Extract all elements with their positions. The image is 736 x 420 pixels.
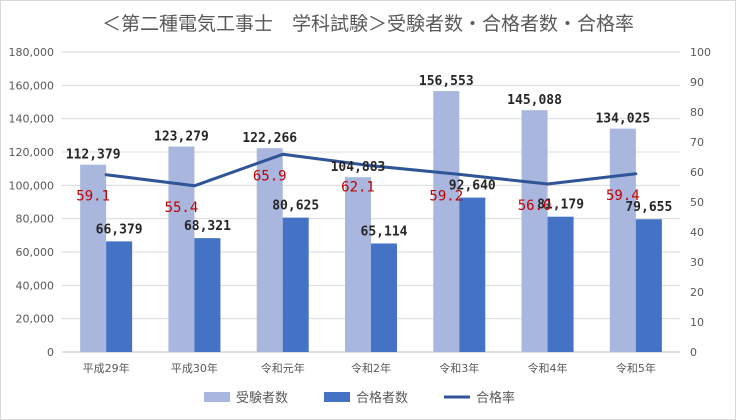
category-label: 令和元年 — [261, 361, 305, 375]
applicants-label: 112,379 — [66, 148, 121, 163]
category-label: 令和4年 — [528, 361, 568, 375]
gridlines — [62, 51, 680, 353]
passers-bar — [106, 241, 133, 352]
applicants-label: 156,553 — [419, 74, 474, 89]
passers-label: 92,640 — [449, 179, 496, 194]
right-tick-label: 60 — [690, 166, 704, 179]
applicants-bar — [433, 91, 460, 352]
legend-label: 合格率 — [476, 390, 515, 406]
passers-bar — [547, 216, 574, 352]
right-tick-label: 50 — [690, 196, 704, 209]
right-tick-label: 70 — [690, 136, 704, 149]
left-tick-label: 0 — [47, 346, 54, 359]
right-tick-label: 40 — [690, 226, 704, 239]
category-label: 平成29年 — [83, 361, 130, 375]
left-tick-label: 80,000 — [16, 213, 55, 226]
rate-line — [104, 152, 638, 188]
right-tick-label: 100 — [690, 46, 711, 59]
passers-bar — [371, 243, 397, 352]
right-tick-label: 10 — [690, 316, 704, 329]
left-tick-label: 160,000 — [9, 79, 55, 92]
legend-label: 合格者数 — [356, 390, 408, 406]
passers-label: 80,625 — [272, 199, 319, 214]
pass-rate-label: 55.4 — [165, 200, 199, 216]
legend-swatch — [204, 392, 230, 402]
legend-swatch — [324, 392, 350, 402]
applicants-label: 134,025 — [595, 112, 650, 127]
passers-label: 68,321 — [184, 219, 231, 234]
applicants-label: 122,266 — [242, 131, 297, 146]
pass-rate-label: 59.2 — [429, 188, 463, 204]
pass-rate-line — [104, 152, 638, 188]
right-tick-label: 90 — [690, 76, 704, 89]
category-label: 令和2年 — [351, 361, 391, 375]
category-label: 平成30年 — [171, 361, 218, 375]
applicants-bar — [168, 146, 195, 352]
chart-title: ＜第二種電気工事士 学科試験＞受験者数・合格者数・合格率 — [102, 13, 634, 35]
pass-rate-label: 59.1 — [76, 189, 110, 205]
category-axis: 平成29年 平成30年 令和元年 令和2年 令和3年 令和4年 令和5年 — [83, 361, 656, 375]
applicants-bar — [256, 148, 283, 352]
left-tick-label: 140,000 — [9, 113, 55, 126]
passers-label: 79,655 — [625, 200, 672, 215]
passers-bar — [282, 217, 309, 352]
pass-rate-label: 62.1 — [341, 180, 375, 196]
pass-rate-label: 65.9 — [253, 168, 287, 184]
legend: 受験者数 合格者数 合格率 — [204, 390, 515, 406]
category-label: 令和5年 — [616, 361, 656, 375]
left-tick-label: 60,000 — [16, 246, 55, 259]
applicants-bar — [80, 164, 107, 352]
applicants-label: 104,883 — [331, 160, 386, 175]
right-axis: 0 10 20 30 40 50 60 70 80 90 100 — [690, 46, 711, 359]
right-tick-label: 30 — [690, 256, 704, 269]
left-tick-label: 40,000 — [16, 279, 55, 292]
left-tick-label: 100,000 — [9, 179, 55, 192]
pass-rate-label: 59.4 — [606, 188, 640, 204]
passers-bar — [635, 219, 662, 352]
left-axis: 0 20,000 40,000 60,000 80,000 100,000 120,000 1… — [9, 46, 55, 359]
applicants-label: 123,279 — [154, 130, 209, 145]
passers-bar — [194, 238, 221, 352]
passers-bar — [459, 197, 486, 352]
data-labels: 112,379 66,379 59.1 123,279 68,321 55.4 122,26… — [66, 74, 673, 239]
category-label: 令和3年 — [439, 361, 479, 375]
left-tick-label: 120,000 — [9, 146, 55, 159]
passers-label: 81,179 — [537, 198, 584, 213]
applicants-label: 145,088 — [507, 93, 562, 108]
applicants-bar — [345, 177, 371, 352]
passers-label: 66,379 — [96, 222, 143, 237]
bars — [80, 91, 662, 352]
legend-label: 受験者数 — [236, 391, 288, 406]
applicants-bar — [521, 110, 548, 352]
passers-label: 65,114 — [361, 224, 408, 239]
right-tick-label: 80 — [690, 106, 704, 119]
left-tick-label: 180,000 — [9, 46, 55, 59]
right-tick-label: 0 — [690, 346, 697, 359]
right-tick-label: 20 — [690, 286, 704, 299]
applicants-bar — [609, 128, 636, 352]
left-tick-label: 20,000 — [16, 313, 55, 326]
pass-rate-label: 56.0 — [518, 198, 552, 214]
